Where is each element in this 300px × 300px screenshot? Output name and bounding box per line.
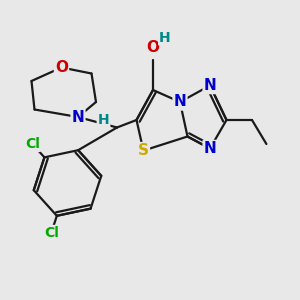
Text: N: N <box>204 141 216 156</box>
Text: H: H <box>98 113 109 127</box>
Text: Cl: Cl <box>25 137 40 151</box>
Text: H: H <box>159 31 171 44</box>
Text: O: O <box>55 60 68 75</box>
Text: N: N <box>174 94 186 110</box>
Text: Cl: Cl <box>44 226 59 240</box>
Text: N: N <box>204 78 216 93</box>
Text: N: N <box>72 110 84 124</box>
Text: O: O <box>146 40 160 56</box>
Text: S: S <box>138 143 149 158</box>
